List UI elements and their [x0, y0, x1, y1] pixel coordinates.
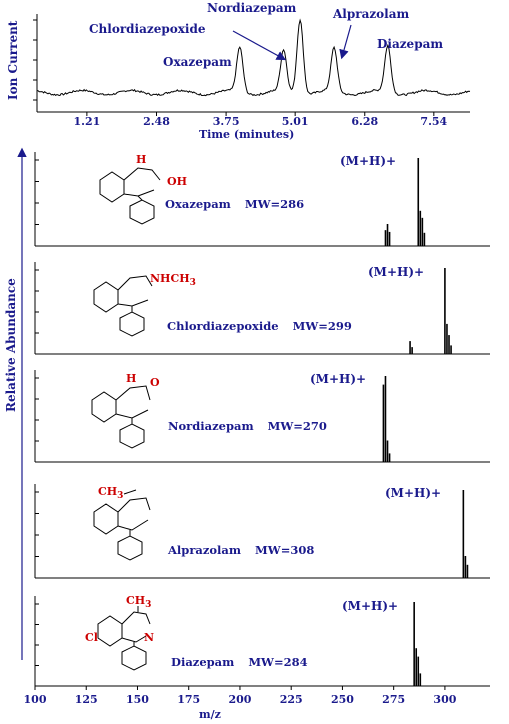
arrow-alprazolam — [339, 24, 352, 60]
chromatogram-trace — [36, 18, 471, 97]
peak-label-diazepam: Diazepam — [377, 37, 443, 51]
chrom-x-label: Time (minutes) — [199, 128, 294, 141]
spectra-x-tick-label: 100 — [24, 693, 47, 706]
alprazolam-ch3: CH3 — [98, 485, 123, 501]
spectrum-panel-diazepam: (M+H)+ Diazepam MW=284 — [34, 596, 490, 687]
chrom-x-tick-label: 7.54 — [420, 115, 447, 128]
structure-nordiazepam: H O — [91, 372, 160, 449]
mass-spectra: Relative Abundance 100 125 150 175 200 225 250… — [4, 147, 490, 721]
nordiazepam-o: O — [150, 376, 160, 389]
nordiazepam-h: H — [126, 372, 136, 385]
ion-label: (M+H)+ — [340, 154, 396, 168]
compound-label: Chlordiazepoxide MW=299 — [167, 319, 352, 333]
spectra-x-tick-label: 125 — [75, 693, 98, 706]
peak-label-oxazepam: Oxazepam — [163, 55, 232, 69]
chromatogram: 1.21 2.48 3.75 5.01 6.28 7.54 Ion Current Tim… — [6, 1, 471, 141]
compound-label: Nordiazepam MW=270 — [168, 419, 327, 433]
ion-label: (M+H)+ — [368, 265, 424, 279]
spectra-x-tick-label: 175 — [177, 693, 200, 706]
compound-label: Diazepam MW=284 — [171, 655, 308, 669]
structure-diazepam: CH3 N Cl — [85, 594, 154, 671]
structure-alprazolam: CH3 — [93, 485, 151, 561]
chrom-x-tick-label: 1.21 — [73, 115, 100, 128]
spectrum-panel-alprazolam: (M+H)+ Alprazolam MW=308 — [34, 484, 490, 579]
peak-label-alprazolam: Alprazolam — [332, 7, 410, 21]
compound-label: Oxazepam MW=286 — [165, 197, 304, 211]
spectra-x-tick-label: 300 — [433, 693, 456, 706]
chrom-y-ticks — [33, 19, 37, 101]
ion-label: (M+H)+ — [385, 486, 441, 500]
spectra-x-tick-label: 225 — [280, 693, 303, 706]
chlordiazepoxide-nhch3: NHCH3 — [150, 272, 196, 288]
peak-label-nordiazepam: Nordiazepam — [207, 1, 297, 15]
oxazepam-h: H — [136, 153, 146, 166]
spectrum-panel-nordiazepam: (M+H)+ Nordiazepam MW=270 — [34, 370, 490, 463]
ion-label: (M+H)+ — [310, 372, 366, 386]
chrom-x-tick-label: 5.01 — [282, 115, 309, 128]
chrom-x-ticks: 1.21 2.48 3.75 5.01 6.28 7.54 — [73, 112, 448, 128]
structure-oxazepam: H OH — [99, 153, 187, 225]
compound-label: Alprazolam MW=308 — [167, 543, 314, 557]
chrom-y-label: Ion Current — [6, 20, 20, 100]
spectra-x-label: m/z — [199, 708, 221, 721]
spectra-x-tick-label: 150 — [126, 693, 149, 706]
structure-chlordiazepoxide: NHCH3 — [93, 272, 196, 337]
spectra-y-label: Relative Abundance — [4, 278, 18, 412]
spectra-x-tick-label: 250 — [331, 693, 354, 706]
chrom-x-tick-label: 6.28 — [351, 115, 378, 128]
peak-label-chlordiazepoxide: Chlordiazepoxide — [89, 22, 206, 36]
spectrum-panel-chlordiazepoxide: (M+H)+ Chlordiazepoxide MW=299 — [34, 262, 490, 355]
ion-label: (M+H)+ — [342, 599, 398, 613]
spectra-x-tick-label: 275 — [382, 693, 405, 706]
diazepam-ch3: CH3 — [126, 594, 151, 610]
spectra-x-tick-label: 200 — [228, 693, 251, 706]
diazepam-n: N — [144, 631, 154, 644]
spectra-x-ticks: 100 125 150 175 200 225 250 275 300 — [24, 686, 457, 706]
chrom-x-tick-label: 2.48 — [143, 115, 170, 128]
spectrum-panel-oxazepam: (M+H)+ Oxazepam MW=286 — [34, 152, 490, 247]
arrow-chlordiazepoxide — [232, 30, 287, 61]
oxazepam-oh: OH — [167, 175, 187, 188]
diazepam-cl: Cl — [85, 631, 98, 644]
chrom-x-tick-label: 3.75 — [213, 115, 240, 128]
